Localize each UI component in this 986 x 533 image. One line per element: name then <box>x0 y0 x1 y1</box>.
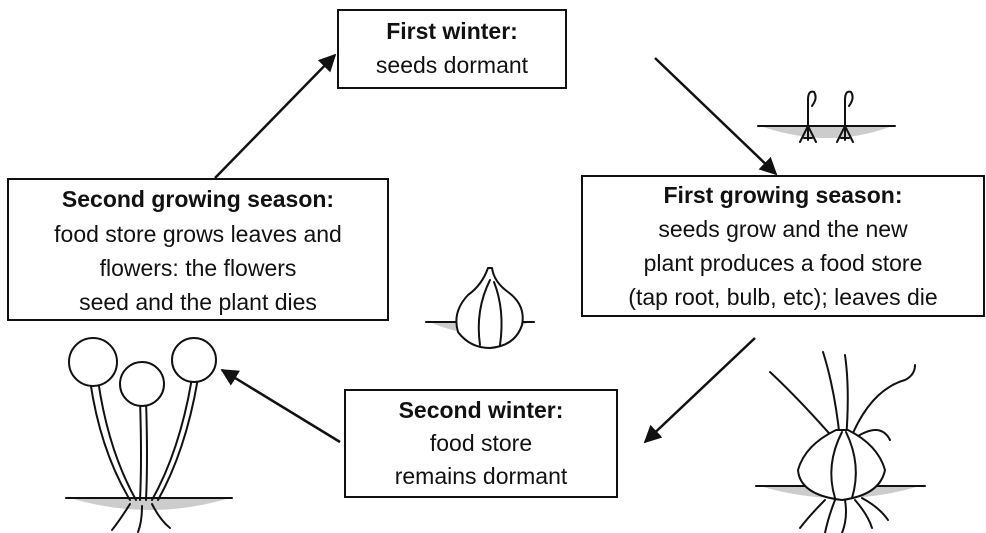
node-line: seed and the plant dies <box>79 289 317 315</box>
node-line: seeds dormant <box>376 52 529 78</box>
arrow <box>655 58 776 174</box>
node-line: seeds grow and the new <box>658 216 908 242</box>
node-first-growing: First growing season: seeds grow and the… <box>582 176 984 316</box>
arrow <box>215 55 335 178</box>
onion-illustration-part <box>770 352 915 440</box>
flowers-illustration-part <box>120 362 164 406</box>
flowers-illustration-part <box>69 338 117 386</box>
node-title: First growing season: <box>664 182 903 208</box>
flowers-illustration-part <box>172 338 216 382</box>
node-title: First winter: <box>386 18 518 44</box>
bulb-illustration <box>426 268 534 348</box>
flowers-illustration <box>66 338 232 532</box>
node-line: plant produces a food store <box>644 250 923 276</box>
arrow <box>222 370 340 442</box>
node-second-winter: Second winter: food store remains dorman… <box>345 390 617 497</box>
node-line: food store <box>430 430 532 456</box>
body: First winter: seeds dormant First growin… <box>0 0 986 533</box>
node-first-winter: First winter: seeds dormant <box>338 10 566 88</box>
arrow <box>645 338 755 442</box>
flowers-illustration-part <box>70 498 230 510</box>
node-title: Second winter: <box>399 397 564 423</box>
node-second-growing: Second growing season: food store grows … <box>8 179 388 320</box>
node-line: (tap root, bulb, etc); leaves die <box>628 284 937 310</box>
node-title: Second growing season: <box>62 186 334 212</box>
onion-illustration <box>756 352 925 533</box>
seedlings-illustration-part <box>760 126 892 138</box>
onion-illustration-part <box>800 498 888 533</box>
node-line: remains dormant <box>395 463 568 489</box>
node-line: flowers: the flowers <box>100 255 297 281</box>
seedlings-illustration <box>758 92 895 142</box>
page: {"nodes": [ {"title": "First winter:", "… <box>0 0 986 533</box>
node-line: food store grows leaves and <box>54 221 342 247</box>
diagram: First winter: seeds dormant First growin… <box>0 0 986 533</box>
onion-illustration-part <box>798 430 885 500</box>
